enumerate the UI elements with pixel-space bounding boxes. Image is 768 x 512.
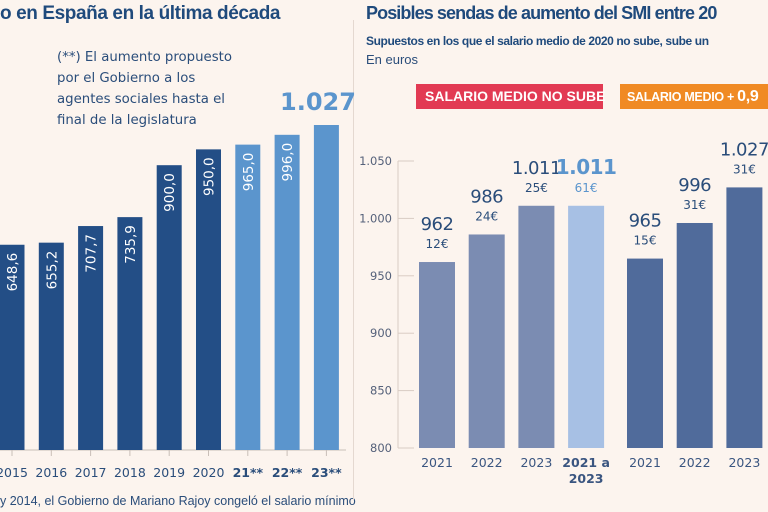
left-chart-title: o en España en la última década <box>0 3 281 24</box>
x-tick-label: 2017 <box>75 465 107 480</box>
footnote: y 2014, el Gobierno de Mariano Rajoy con… <box>0 494 356 508</box>
x-tick-label: 2018 <box>114 465 146 480</box>
y-tick-label: 1.000 <box>359 211 392 225</box>
bar <box>235 144 261 451</box>
bar-value-label: 962 <box>421 214 454 235</box>
scenario-label-text: SALARIO MEDIO + <box>627 90 738 104</box>
scenario-label-text: SALARIO MEDIO NO SUBE <box>425 88 606 104</box>
projection-note: (**) El aumento propuesto por el Gobiern… <box>57 50 233 128</box>
bar-value-label: 950,0 <box>202 157 218 196</box>
bar-value-label: 735,9 <box>123 225 139 264</box>
bar <box>0 244 25 450</box>
bar <box>568 205 605 448</box>
bar-value-label: 965,0 <box>241 153 257 192</box>
x-tick-label: 2019 <box>153 465 185 480</box>
bar <box>156 165 182 450</box>
bar-value-label: 1.011 <box>556 155 617 179</box>
bar-value-label: 648,6 <box>5 253 21 292</box>
bar-value-label: 655,2 <box>44 251 60 290</box>
x-tick-label: 2021 <box>421 455 453 470</box>
bar <box>38 242 64 450</box>
right-chart-subtitle: Supuestos en los que el salario medio de… <box>366 34 709 48</box>
scenario-label-no-rise: SALARIO MEDIO NO SUBE <box>416 84 606 109</box>
unit-label: En euros <box>366 52 419 67</box>
bar-increase-label: 61€ <box>575 181 598 195</box>
bar-value-label: 965 <box>629 211 662 232</box>
x-tick-label: 2016 <box>35 465 67 480</box>
bar-increase-label: 15€ <box>634 234 657 248</box>
bar-increase-label: 12€ <box>426 237 449 251</box>
x-tick-label: 2023 <box>520 455 552 470</box>
bar-value-label: 1.011 <box>512 158 561 179</box>
x-tick-label: 2015 <box>0 465 28 480</box>
bar-value-label: 900,0 <box>162 173 178 212</box>
bar <box>627 258 663 448</box>
bar <box>726 187 763 449</box>
x-tick-label: 2022 <box>679 455 711 470</box>
x-tick-label: 2023 <box>728 455 760 470</box>
bar-increase-label: 24€ <box>475 209 498 223</box>
bar-value-label: 1.027 <box>720 139 768 160</box>
bar-increase-label: 25€ <box>525 181 548 195</box>
divider <box>353 20 354 500</box>
bar-value-label: 986 <box>470 186 503 207</box>
bar <box>676 222 713 448</box>
bar <box>78 226 104 450</box>
x-tick-label: 22** <box>272 465 303 480</box>
right-chart-title: Posibles sendas de aumento del SMI entre… <box>366 3 717 23</box>
x-tick-label: 2021 a <box>562 455 610 470</box>
scenario-label-value: 0,9 <box>737 88 759 105</box>
bar <box>196 149 221 450</box>
bar-increase-label: 31€ <box>733 162 756 176</box>
y-tick-label: 800 <box>370 441 392 455</box>
bar <box>518 205 555 448</box>
x-tick-label: 21** <box>233 465 264 480</box>
x-tick-label: 2021 <box>629 455 661 470</box>
x-tick-label: 2022 <box>471 455 503 470</box>
bar <box>313 125 339 450</box>
bar <box>419 262 455 448</box>
highlight-value-label: 1.027 <box>280 88 356 116</box>
bar-value-label: 996,0 <box>280 143 296 182</box>
scenario-label-rise: SALARIO MEDIO + 0,9 <box>620 84 768 109</box>
x-tick-label: 23** <box>311 465 342 480</box>
bar-value-label: 707,7 <box>84 234 100 273</box>
y-tick-label: 900 <box>370 326 392 340</box>
bar <box>117 217 143 450</box>
bar <box>468 234 505 448</box>
y-tick-label: 1.050 <box>359 154 392 168</box>
y-tick-label: 950 <box>370 269 392 283</box>
bar <box>274 134 300 450</box>
x-tick-label: 2023 <box>569 471 604 486</box>
x-tick-label: 2020 <box>193 465 225 480</box>
bar-increase-label: 31€ <box>683 198 706 212</box>
bar-value-label: 996 <box>678 175 711 196</box>
y-tick-label: 850 <box>370 384 392 398</box>
